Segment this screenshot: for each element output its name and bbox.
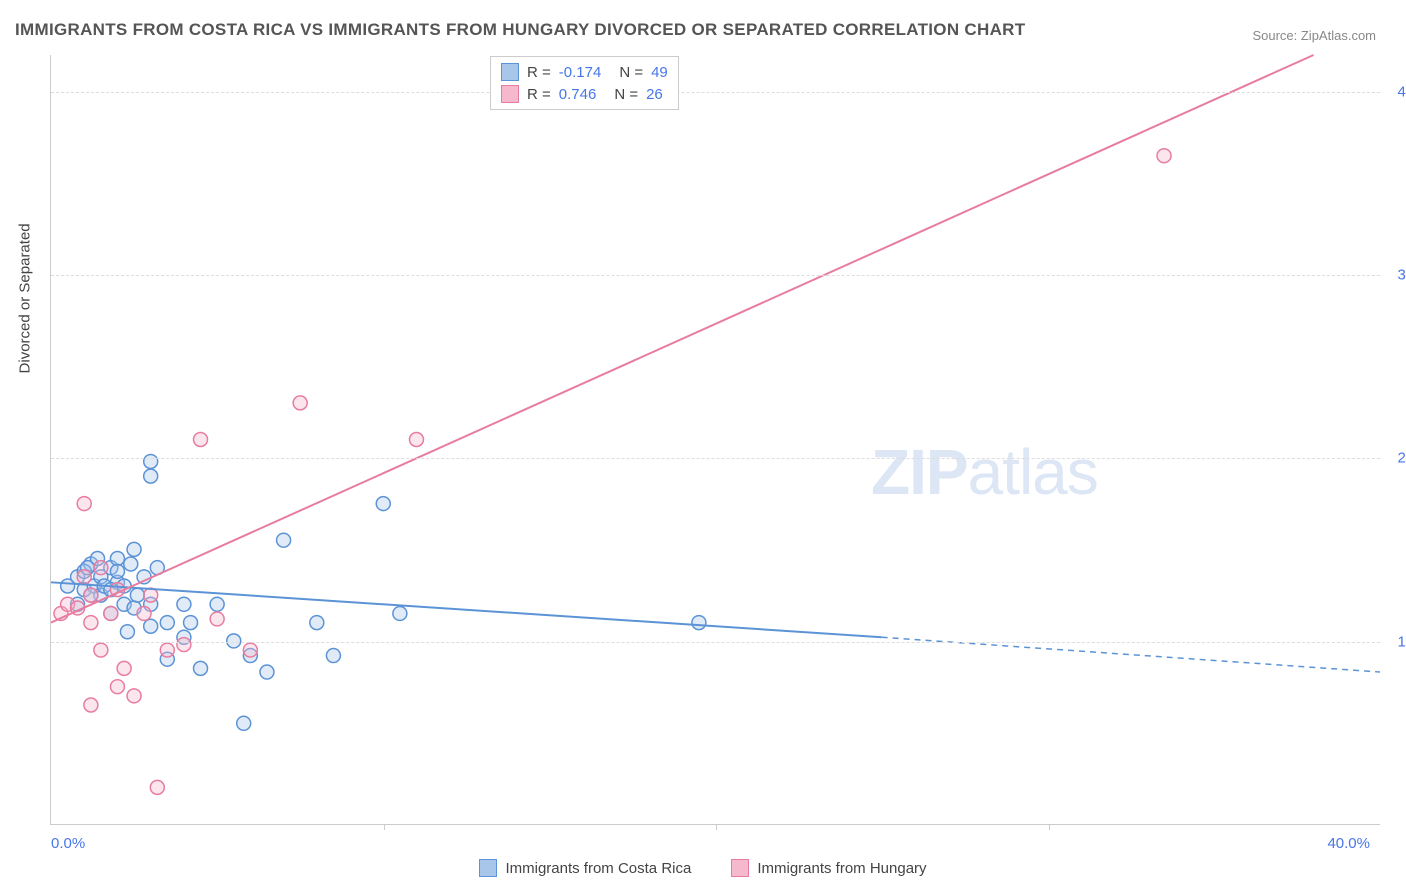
legend-swatch-0	[479, 859, 497, 877]
scatter-point-series-0	[144, 619, 158, 633]
swatch-series-0	[501, 63, 519, 81]
scatter-point-series-0	[144, 469, 158, 483]
scatter-point-series-1	[77, 497, 91, 511]
scatter-point-series-1	[94, 643, 108, 657]
n-label: N =	[619, 64, 643, 81]
scatter-point-series-0	[130, 588, 144, 602]
scatter-point-series-1	[1157, 149, 1171, 163]
legend-swatch-1	[731, 859, 749, 877]
stats-legend-box: R = -0.174 N = 49 R = 0.746 N = 26	[490, 56, 679, 110]
x-tick-label: 40.0%	[1327, 835, 1370, 852]
legend-item-0: Immigrants from Costa Rica	[479, 859, 691, 877]
scatter-point-series-1	[150, 780, 164, 794]
scatter-point-series-1	[160, 643, 174, 657]
scatter-point-series-0	[184, 616, 198, 630]
scatter-point-series-1	[77, 570, 91, 584]
scatter-point-series-0	[260, 665, 274, 679]
n-value-1: 26	[646, 86, 663, 103]
scatter-point-series-0	[376, 497, 390, 511]
scatter-point-series-0	[194, 661, 208, 675]
stats-row-series-1: R = 0.746 N = 26	[501, 83, 668, 105]
scatter-point-series-0	[393, 606, 407, 620]
y-axis-label: Divorced or Separated	[17, 223, 34, 373]
x-tick-mark	[1049, 824, 1050, 830]
scatter-point-series-1	[84, 616, 98, 630]
scatter-point-series-0	[237, 716, 251, 730]
scatter-point-series-1	[210, 612, 224, 626]
scatter-svg	[51, 55, 1380, 824]
scatter-point-series-1	[194, 433, 208, 447]
gridline	[51, 642, 1380, 643]
r-value-1: 0.746	[559, 86, 597, 103]
y-tick-label: 20.0%	[1397, 450, 1406, 467]
gridline	[51, 92, 1380, 93]
scatter-point-series-1	[293, 396, 307, 410]
r-label: R =	[527, 86, 551, 103]
legend-label-1: Immigrants from Hungary	[757, 860, 926, 877]
r-label: R =	[527, 64, 551, 81]
scatter-point-series-1	[409, 433, 423, 447]
source-attribution: Source: ZipAtlas.com	[1252, 28, 1376, 43]
scatter-point-series-0	[124, 557, 138, 571]
scatter-point-series-1	[104, 606, 118, 620]
scatter-point-series-0	[210, 597, 224, 611]
x-tick-label: 0.0%	[51, 835, 85, 852]
swatch-series-1	[501, 85, 519, 103]
y-tick-label: 10.0%	[1397, 633, 1406, 650]
r-value-0: -0.174	[559, 64, 602, 81]
scatter-point-series-1	[243, 643, 257, 657]
scatter-point-series-1	[94, 561, 108, 575]
scatter-point-series-0	[277, 533, 291, 547]
scatter-point-series-1	[127, 689, 141, 703]
scatter-point-series-1	[117, 661, 131, 675]
scatter-point-series-1	[137, 606, 151, 620]
scatter-point-series-0	[110, 564, 124, 578]
regression-line-series-0	[51, 582, 882, 637]
scatter-point-series-0	[144, 454, 158, 468]
scatter-point-series-1	[84, 588, 98, 602]
scatter-point-series-0	[127, 542, 141, 556]
gridline	[51, 275, 1380, 276]
chart-plot-area: ZIPatlas 10.0%20.0%30.0%40.0%0.0%40.0%	[50, 55, 1380, 825]
scatter-point-series-1	[110, 680, 124, 694]
scatter-point-series-0	[692, 616, 706, 630]
scatter-point-series-0	[326, 649, 340, 663]
scatter-point-series-0	[160, 616, 174, 630]
scatter-point-series-0	[177, 597, 191, 611]
scatter-point-series-0	[120, 625, 134, 639]
x-tick-mark	[716, 824, 717, 830]
legend-label-0: Immigrants from Costa Rica	[505, 860, 691, 877]
x-tick-mark	[384, 824, 385, 830]
scatter-point-series-1	[84, 698, 98, 712]
bottom-legend: Immigrants from Costa Rica Immigrants fr…	[0, 859, 1406, 877]
n-label: N =	[614, 86, 638, 103]
scatter-point-series-1	[177, 638, 191, 652]
legend-item-1: Immigrants from Hungary	[731, 859, 926, 877]
scatter-point-series-1	[144, 588, 158, 602]
scatter-point-series-0	[110, 552, 124, 566]
y-tick-label: 40.0%	[1397, 83, 1406, 100]
chart-title: IMMIGRANTS FROM COSTA RICA VS IMMIGRANTS…	[15, 20, 1025, 40]
gridline	[51, 458, 1380, 459]
n-value-0: 49	[651, 64, 668, 81]
stats-row-series-0: R = -0.174 N = 49	[501, 61, 668, 83]
y-tick-label: 30.0%	[1397, 267, 1406, 284]
regression-line-series-1	[51, 55, 1314, 623]
scatter-point-series-0	[310, 616, 324, 630]
